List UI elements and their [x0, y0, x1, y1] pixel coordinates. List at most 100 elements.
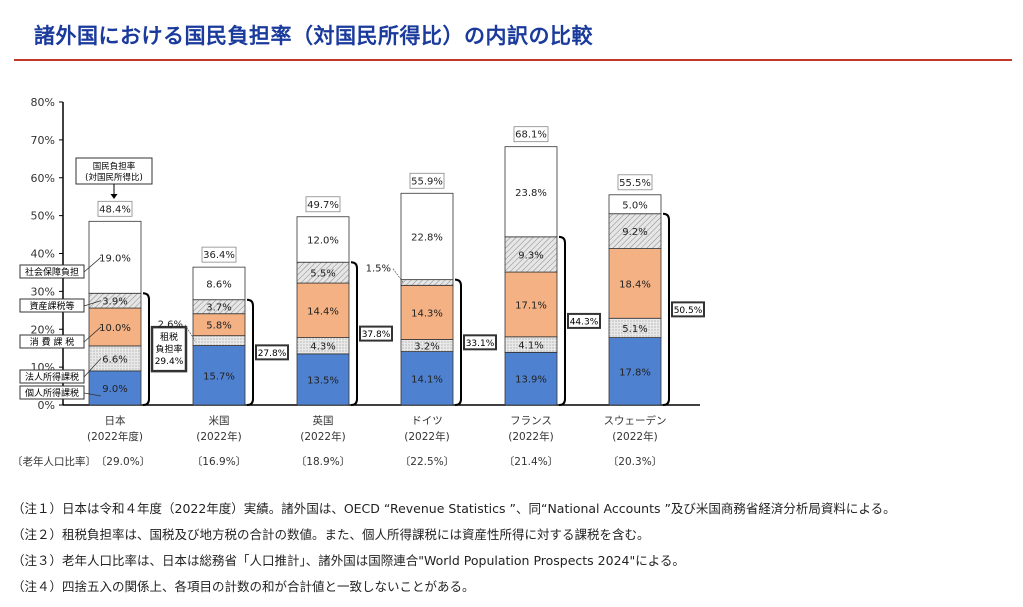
legend-label: 消 費 課 税 [30, 336, 75, 348]
tax-burden-value: 50.5% [674, 306, 703, 316]
total-box [617, 174, 653, 191]
legend-box [19, 298, 85, 313]
segment-label: 10.0% [99, 323, 131, 334]
elderly-ratio: 〔21.4%〕 [504, 455, 558, 468]
callout-subtitle: (対国民所得比) [85, 172, 143, 183]
tax-burden-box [463, 334, 497, 351]
bar-segment [608, 337, 662, 406]
category-label: フランス [510, 415, 552, 427]
total-label: 68.1% [515, 130, 547, 141]
segment-label: 5.5% [310, 269, 335, 280]
category-year: (2022年) [404, 430, 449, 443]
category-year: (2022年) [612, 430, 657, 443]
segment-label: 19.0% [99, 253, 131, 264]
legend-label: 法人所得課税 [25, 371, 79, 383]
segment-label: 5.0% [622, 200, 647, 211]
segment-label: 5.8% [206, 321, 231, 332]
segment-label: 14.1% [411, 374, 443, 385]
bar-segment [296, 216, 350, 263]
category-label: スウェーデン [604, 414, 667, 427]
tax-burden-value: 33.1% [466, 339, 495, 349]
segment-label: 13.9% [515, 375, 547, 386]
segment-label: 3.9% [102, 297, 127, 308]
segment-label: 23.8% [515, 188, 547, 199]
category-label: ドイツ [411, 415, 443, 427]
bar-segment [400, 351, 454, 406]
tax-bracket [142, 292, 150, 406]
elderly-ratio: 〔16.9%〕 [192, 455, 246, 468]
total-box [409, 172, 445, 189]
tax-burden-value: 37.8% [362, 330, 391, 340]
segment-label: 9.2% [622, 227, 647, 238]
tax-burden-title: 負担率 [155, 343, 182, 355]
note-2: （注２）租税負担率は、国税及び地方税の合計の数値。また、個人所得課税には資産性所… [12, 527, 650, 542]
tax-burden-box [255, 344, 289, 361]
segment-label: 13.5% [307, 375, 339, 386]
segment-label: 4.3% [310, 342, 335, 353]
legend-leader [83, 326, 102, 343]
note-3: （注３）老年人口比率は、日本は総務省「人口推計」、諸外国は国際連合"World … [12, 553, 685, 568]
y-tick-label: 20% [31, 323, 55, 336]
note-4: （注４）四捨五入の関係上、各項目の計数の和が合計値と一致しないことがある。 [12, 579, 475, 594]
legend-label: 資産課税等 [29, 300, 74, 312]
legend-label: 社会保障負担 [25, 266, 79, 278]
segment-label: 17.1% [515, 300, 547, 311]
segment-label: 6.6% [102, 354, 127, 365]
tax-bracket [350, 261, 358, 406]
segment-label: 17.8% [619, 367, 651, 378]
notes: （注１）日本は令和４年度（2022年度）実績。諸外国は、OECD “Revenu… [12, 500, 896, 604]
segment-label: 2.6% [158, 320, 183, 331]
elderly-ratio: 〔18.9%〕 [296, 455, 350, 468]
y-tick-label: 60% [31, 172, 55, 185]
title-underline [14, 59, 1012, 61]
elderly-ratio: 〔29.0%〕 [96, 455, 150, 468]
y-tick-label: 50% [31, 210, 55, 223]
bar-segment [296, 353, 350, 406]
segment-label: 14.3% [411, 308, 443, 319]
elderly-ratio-label: 〔老年人口比率〕 [12, 455, 96, 468]
callout-arrowhead [110, 194, 118, 199]
stacked-bar-chart: 0%10%20%30%40%50%60%70%80% 9.0%6.6%10.0%… [12, 96, 705, 468]
category-label: 日本 [105, 414, 126, 427]
legend-leader [83, 358, 102, 378]
tax-burden-box [567, 312, 601, 329]
tax-bracket [454, 278, 462, 406]
tax-burden-box [150, 325, 188, 373]
category-year: (2022年) [508, 430, 553, 443]
legend-leader [83, 256, 102, 273]
category-year: (2022年) [196, 430, 241, 443]
total-label: 49.7% [307, 200, 339, 211]
segment-label: 1.5% [366, 264, 391, 275]
bar-segment [504, 351, 558, 406]
bar-segment [400, 284, 454, 340]
tax-burden-title: 租税 [160, 331, 178, 343]
note-1: （注１）日本は令和４年度（2022年度）実績。諸外国は、OECD “Revenu… [12, 501, 896, 516]
bar-segment [504, 271, 558, 338]
elderly-ratio: 〔20.3%〕 [608, 455, 662, 468]
category-year: (2022年度) [87, 430, 143, 443]
segment-label: 9.3% [518, 250, 543, 261]
total-box [513, 126, 549, 143]
bar-segment [608, 194, 662, 215]
segment-label: 14.4% [307, 306, 339, 317]
total-box [97, 200, 133, 217]
category-label: 米国 [209, 414, 230, 427]
category-label: 英国 [313, 414, 334, 427]
tax-burden-value: 44.3% [570, 317, 599, 327]
bar-segment [504, 146, 558, 238]
bar-segment [296, 282, 350, 338]
bar-segment [88, 345, 142, 372]
total-box [305, 196, 341, 213]
bar-segment [192, 266, 246, 301]
y-tick-label: 30% [31, 285, 55, 298]
bar-segment [88, 220, 142, 294]
total-label: 36.4% [203, 250, 235, 261]
legend-label: 個人所得課税 [25, 387, 79, 399]
elderly-ratio: 〔22.5%〕 [400, 455, 454, 468]
bar-segment [400, 279, 454, 286]
bar-segment [192, 345, 246, 406]
bar-segment [192, 335, 246, 346]
y-tick-label: 80% [31, 96, 55, 109]
bar-segment [608, 248, 662, 319]
